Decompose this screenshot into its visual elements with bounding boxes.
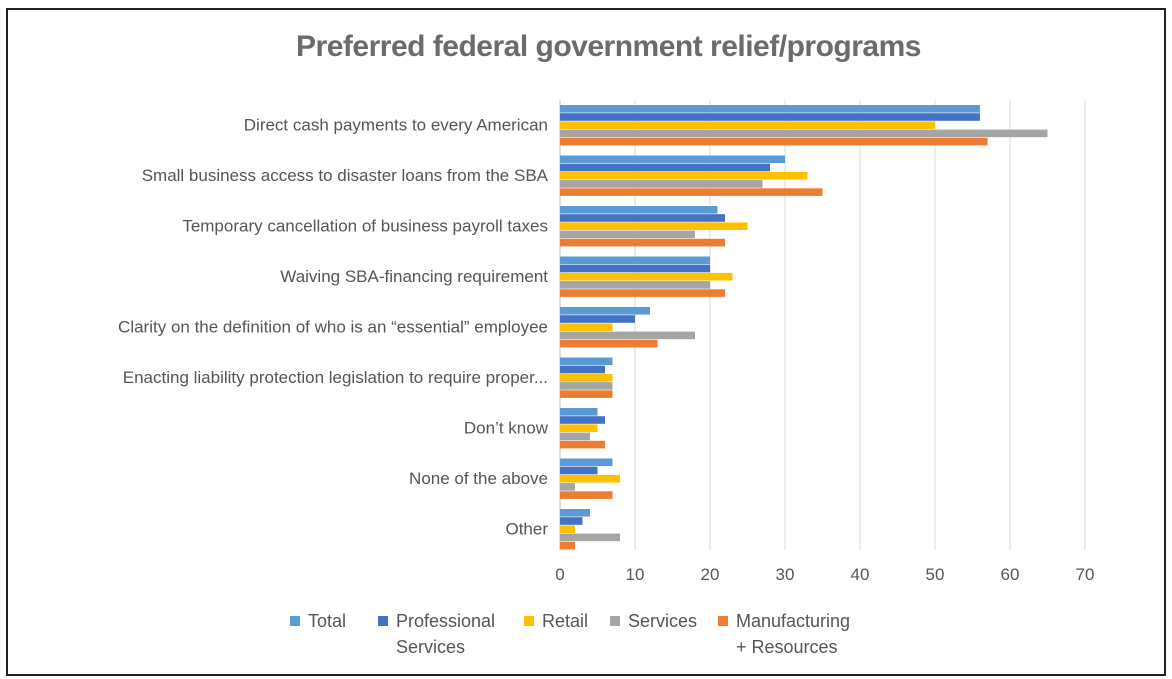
bar <box>560 525 575 533</box>
legend-label-services: Services <box>628 611 698 631</box>
category-label: Enacting liability protection legislatio… <box>123 368 548 387</box>
category-label: Other <box>505 520 548 539</box>
bar <box>560 315 635 323</box>
bar <box>560 256 710 265</box>
bar <box>560 188 823 196</box>
category-label: Don’t know <box>464 419 549 438</box>
bar <box>560 541 575 550</box>
x-tick-label: 20 <box>701 565 720 584</box>
bar <box>560 331 695 340</box>
legend-item-manufacturing-resources: Manufacturing + Resources <box>718 608 850 660</box>
bar <box>560 357 613 366</box>
bar <box>560 272 733 281</box>
legend-label-professional-line1: Professional <box>396 611 496 631</box>
bar <box>560 373 613 382</box>
bar <box>560 440 605 449</box>
bar <box>560 180 763 188</box>
bar <box>560 307 650 315</box>
bar <box>560 121 935 129</box>
bar <box>560 533 620 542</box>
bar <box>560 137 988 146</box>
category-label: None of the above <box>409 469 548 488</box>
category-label: Small business access to disaster loans … <box>142 166 549 185</box>
bar <box>560 281 710 289</box>
legend-label-professional-line2: Services <box>396 637 466 657</box>
bar <box>560 206 718 214</box>
legend-swatch-total <box>290 616 300 626</box>
legend-swatch-services <box>610 616 620 626</box>
bar <box>560 382 613 390</box>
x-tick-label: 50 <box>926 565 945 584</box>
bar <box>560 474 620 483</box>
x-tick-label: 40 <box>851 565 870 584</box>
bar <box>560 289 725 297</box>
legend-label-professional-services: Professional Services <box>396 608 495 660</box>
legend-item-professional-services: Professional Services <box>378 608 495 660</box>
category-label: Clarity on the definition of who is an “… <box>118 318 548 337</box>
legend-item-retail: Retail <box>524 608 588 634</box>
bar <box>560 483 575 491</box>
legend-item-total: Total <box>290 608 346 634</box>
legend-label-manufacturing-resources: Manufacturing + Resources <box>736 608 850 660</box>
x-tick-label: 30 <box>776 565 795 584</box>
legend-label-manufacturing-line1: Manufacturing <box>736 611 851 631</box>
bar <box>560 113 980 121</box>
bar <box>560 171 808 180</box>
category-label: Waiving SBA-financing requirement <box>280 267 548 286</box>
bar <box>560 491 613 499</box>
bar <box>560 365 605 374</box>
bars <box>560 105 1048 550</box>
bar <box>560 416 605 424</box>
legend-swatch-retail <box>524 616 534 626</box>
bar <box>560 129 1048 138</box>
bar <box>560 230 695 239</box>
bar <box>560 238 725 247</box>
legend-item-services: Services <box>610 608 697 634</box>
legend-label-total: Total <box>308 611 347 631</box>
bar <box>560 408 598 416</box>
category-label: Direct cash payments to every American <box>244 116 548 135</box>
bar <box>560 222 748 230</box>
x-tick-label: 0 <box>555 565 564 584</box>
bar <box>560 264 710 273</box>
legend-swatch-professional-services <box>378 616 388 626</box>
bar <box>560 458 613 467</box>
bar <box>560 424 598 432</box>
x-tick-label: 60 <box>1001 565 1020 584</box>
bar <box>560 509 590 517</box>
bar <box>560 466 598 475</box>
legend-swatch-manufacturing-resources <box>718 616 728 626</box>
bar <box>560 390 613 398</box>
x-tick-label: 10 <box>626 565 645 584</box>
bar <box>560 323 613 331</box>
chart-title: Preferred federal government relief/prog… <box>296 30 921 63</box>
category-labels: Direct cash payments to every American Sm… <box>118 116 549 539</box>
bar <box>560 214 725 222</box>
x-tick-label: 70 <box>1076 565 1095 584</box>
bar <box>560 432 590 441</box>
legend-label-retail: Retail <box>542 611 589 631</box>
category-label: Temporary cancellation of business payro… <box>182 217 548 236</box>
bar <box>560 339 658 348</box>
bar <box>560 517 583 525</box>
bar <box>560 105 980 113</box>
bar <box>560 155 785 164</box>
legend-label-manufacturing-line2: + Resources <box>736 637 838 657</box>
bar <box>560 163 770 172</box>
x-axis-tick-labels: 0 10 20 30 40 50 60 70 <box>555 565 1094 584</box>
